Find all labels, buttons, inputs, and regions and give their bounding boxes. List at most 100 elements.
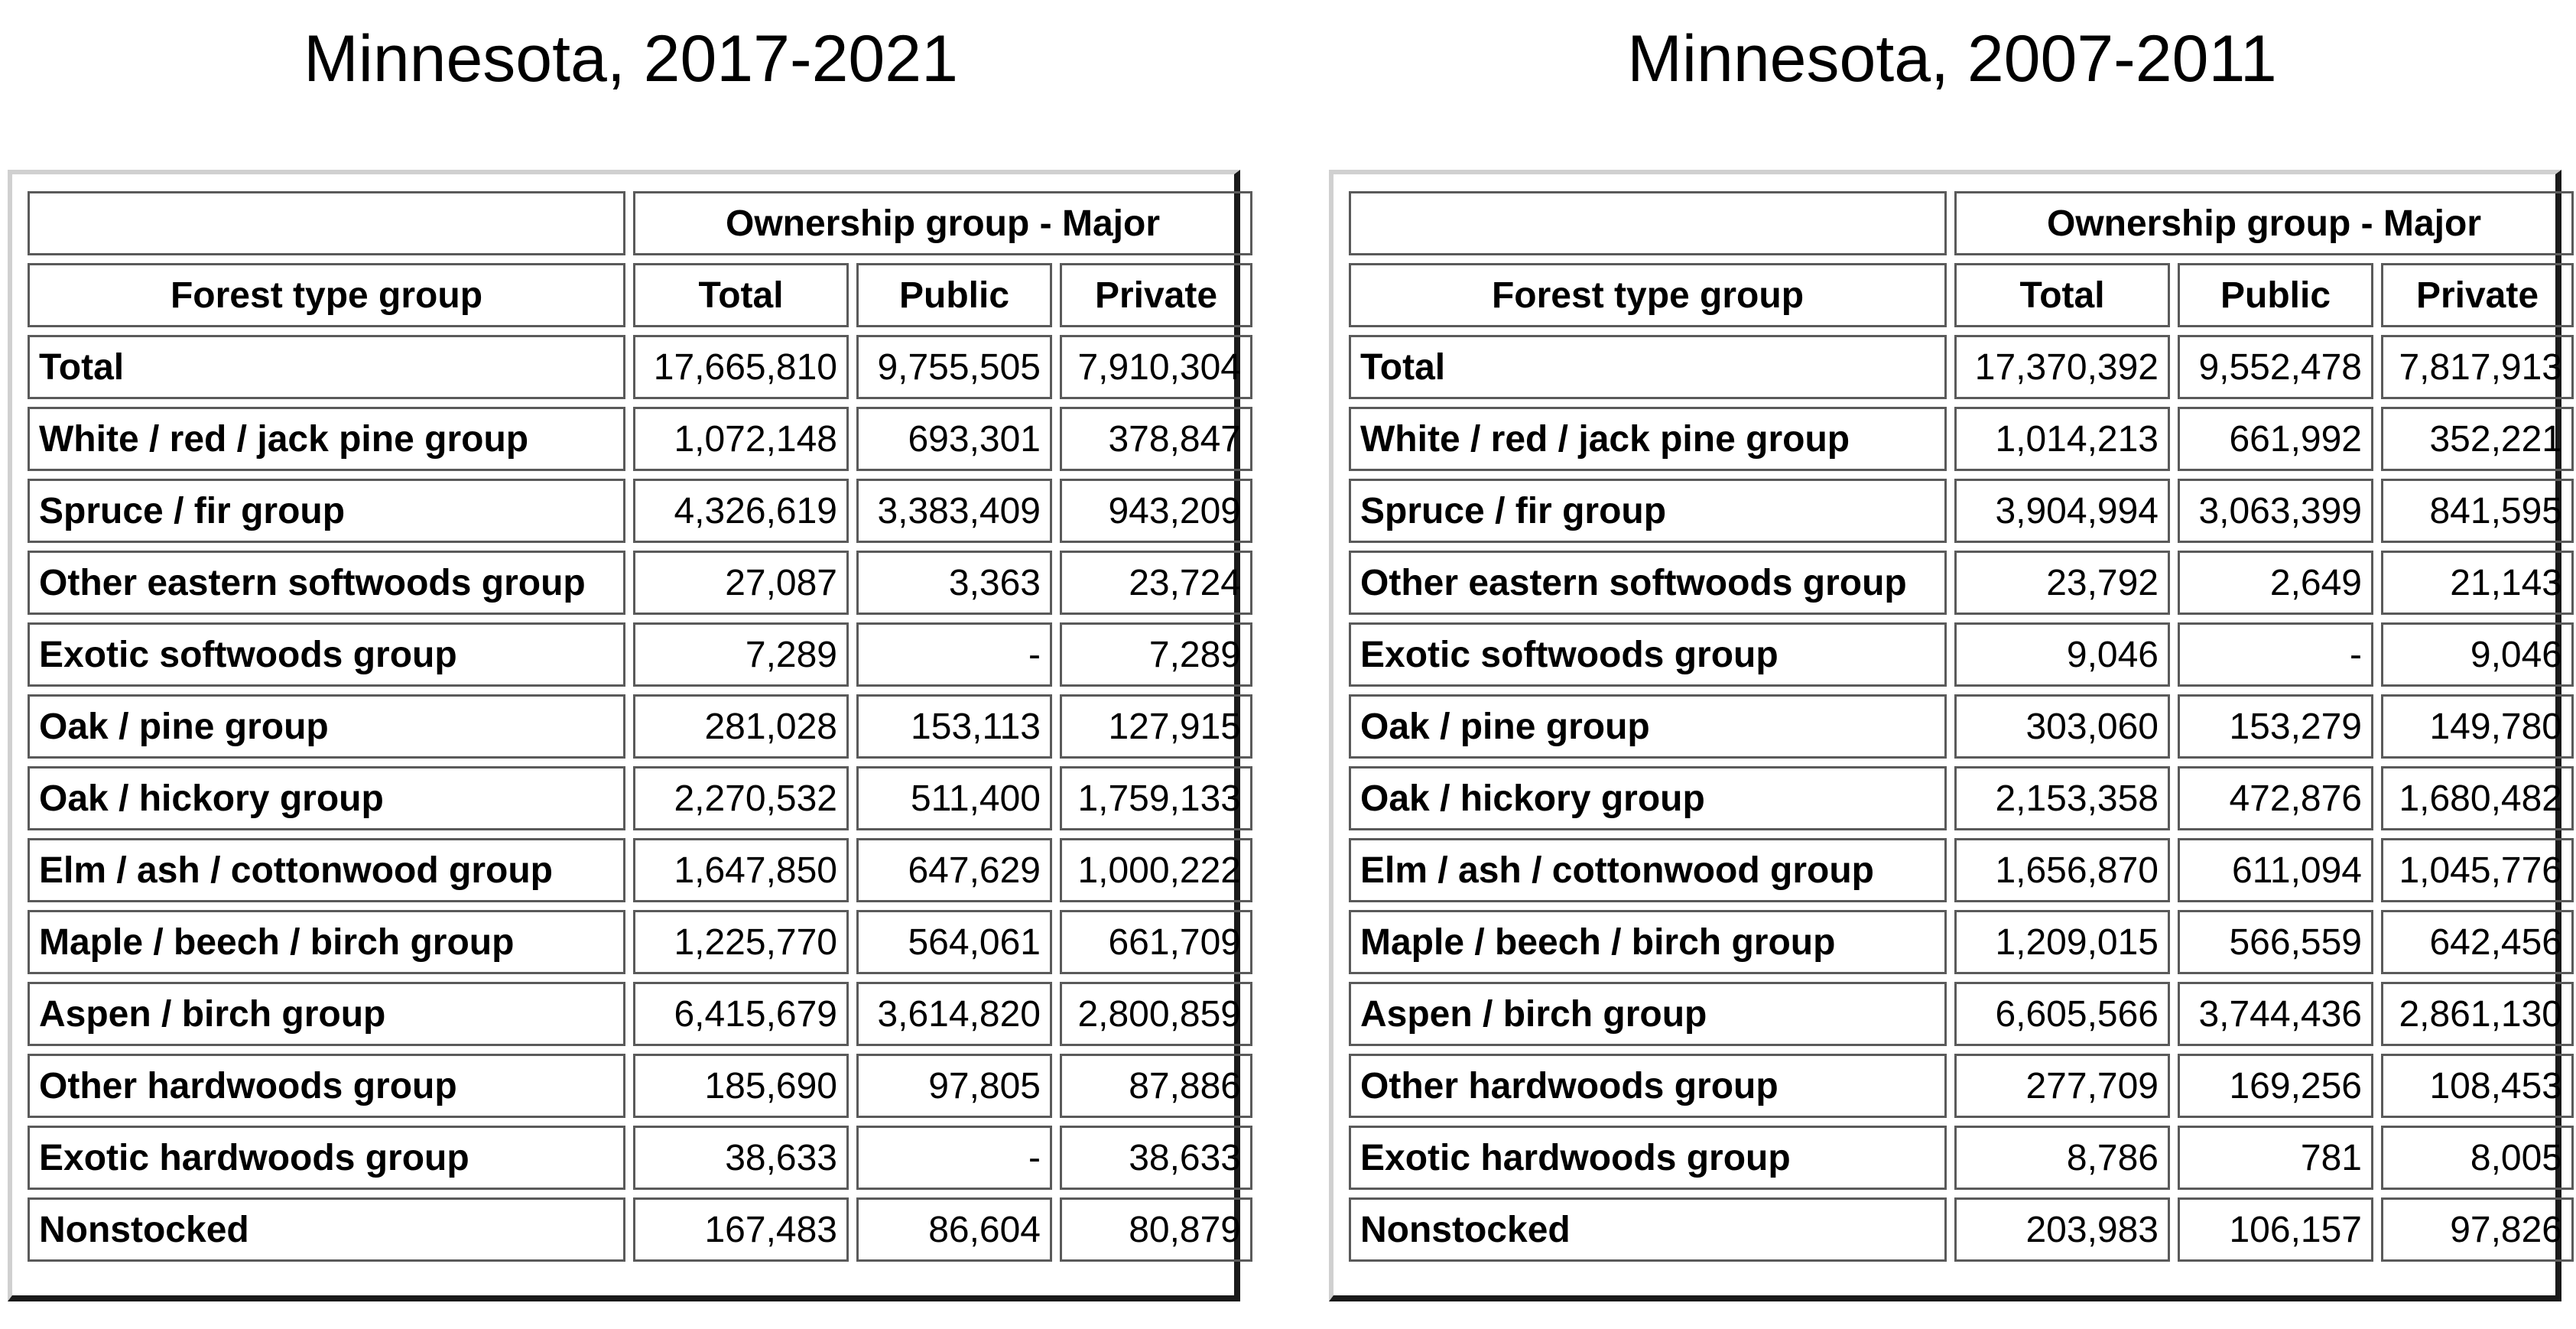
table-row: Spruce / fir group 4,326,619 3,383,409 943,… — [28, 479, 1252, 543]
table-row: Other hardwoods group 277,709 169,256 108,4… — [1349, 1054, 2574, 1118]
column-header-forest-type: Forest type group — [28, 263, 625, 327]
public-value: 3,363 — [856, 551, 1052, 615]
forest-type-table: Ownership group - Major Forest type grou… — [20, 184, 1260, 1269]
row-label: Total — [28, 335, 625, 399]
private-value: 2,861,130 — [2381, 982, 2574, 1046]
row-label: Spruce / fir group — [1349, 479, 1947, 543]
row-label: Oak / pine group — [28, 694, 625, 759]
public-value: 153,113 — [856, 694, 1052, 759]
total-value: 17,370,392 — [1954, 335, 2170, 399]
private-value: 943,209 — [1060, 479, 1252, 543]
row-label: Aspen / birch group — [1349, 982, 1947, 1046]
column-header-row: Forest type group Total Public Private — [28, 263, 1252, 327]
public-value: 3,383,409 — [856, 479, 1052, 543]
table-body: Ownership group - Major Forest type grou… — [28, 191, 1252, 1262]
table-frame: Ownership group - Major Forest type grou… — [1329, 170, 2574, 1301]
total-value: 1,225,770 — [633, 910, 849, 974]
row-label: Oak / hickory group — [1349, 766, 1947, 830]
table-row: Oak / hickory group 2,270,532 511,400 1,759… — [28, 766, 1252, 830]
total-value: 23,792 — [1954, 551, 2170, 615]
panel-title: Minnesota, 2007-2011 — [1627, 22, 2277, 96]
row-label: Other hardwoods group — [1349, 1054, 1947, 1118]
private-value: 7,910,304 — [1060, 335, 1252, 399]
total-value: 7,289 — [633, 622, 849, 687]
table-row: Exotic softwoods group 7,289-7,289 — [28, 622, 1252, 687]
row-label: Maple / beech / birch group — [28, 910, 625, 974]
table-row: Elm / ash / cottonwood group 1,656,870 611… — [1349, 838, 2574, 902]
total-value: 1,014,213 — [1954, 407, 2170, 471]
public-value: 511,400 — [856, 766, 1052, 830]
private-value: 352,221 — [2381, 407, 2574, 471]
private-value: 642,456 — [2381, 910, 2574, 974]
private-value: 1,759,133 — [1060, 766, 1252, 830]
total-value: 1,656,870 — [1954, 838, 2170, 902]
public-value: - — [856, 1126, 1052, 1190]
total-value: 1,647,850 — [633, 838, 849, 902]
private-value: 841,595 — [2381, 479, 2574, 543]
total-value: 6,415,679 — [633, 982, 849, 1046]
table-row: Exotic hardwoods group 8,786 781 8,005 — [1349, 1126, 2574, 1190]
table-row: Spruce / fir group 3,904,994 3,063,399 841,… — [1349, 479, 2574, 543]
private-value: 97,826 — [2381, 1197, 2574, 1262]
column-header-public: Public — [2178, 263, 2373, 327]
group-header-row: Ownership group - Major — [1349, 191, 2574, 255]
total-value: 281,028 — [633, 694, 849, 759]
column-header-public: Public — [856, 263, 1052, 327]
table-row: Oak / pine group 303,060 153,279 149,780 — [1349, 694, 2574, 759]
public-value: 3,614,820 — [856, 982, 1052, 1046]
public-value: 3,063,399 — [2178, 479, 2373, 543]
row-label: Exotic hardwoods group — [1349, 1126, 1947, 1190]
total-value: 17,665,810 — [633, 335, 849, 399]
table-row: Oak / hickory group 2,153,358 472,876 1,680… — [1349, 766, 2574, 830]
total-value: 6,605,566 — [1954, 982, 2170, 1046]
public-value: 564,061 — [856, 910, 1052, 974]
ownership-group-header: Ownership group - Major — [633, 191, 1252, 255]
public-value: 9,755,505 — [856, 335, 1052, 399]
row-label: Exotic softwoods group — [1349, 622, 1947, 687]
total-value: 203,983 — [1954, 1197, 2170, 1262]
public-value: 9,552,478 — [2178, 335, 2373, 399]
private-value: 661,709 — [1060, 910, 1252, 974]
row-label: Spruce / fir group — [28, 479, 625, 543]
private-value: 38,633 — [1060, 1126, 1252, 1190]
total-value: 1,072,148 — [633, 407, 849, 471]
private-value: 8,005 — [2381, 1126, 2574, 1190]
row-label: Oak / hickory group — [28, 766, 625, 830]
row-label: Other eastern softwoods group — [28, 551, 625, 615]
private-value: 1,000,222 — [1060, 838, 1252, 902]
public-value: 611,094 — [2178, 838, 2373, 902]
table-row: Aspen / birch group 6,415,679 3,614,820 2,8… — [28, 982, 1252, 1046]
table-row: White / red / jack pine group 1,014,213 66… — [1349, 407, 2574, 471]
table-row: Other eastern softwoods group 23,792 2,649… — [1349, 551, 2574, 615]
private-value: 7,289 — [1060, 622, 1252, 687]
panel-title: Minnesota, 2017-2021 — [304, 22, 958, 96]
column-header-row: Forest type group Total Public Private — [1349, 263, 2574, 327]
row-label: Nonstocked — [28, 1197, 625, 1262]
total-value: 2,270,532 — [633, 766, 849, 830]
table-row: Other hardwoods group 185,690 97,805 87,886 — [28, 1054, 1252, 1118]
row-label: Oak / pine group — [1349, 694, 1947, 759]
public-value: 169,256 — [2178, 1054, 2373, 1118]
public-value: 472,876 — [2178, 766, 2373, 830]
table-row: Aspen / birch group 6,605,566 3,744,436 2,8… — [1349, 982, 2574, 1046]
total-value: 185,690 — [633, 1054, 849, 1118]
corner-cell — [1349, 191, 1947, 255]
total-value: 9,046 — [1954, 622, 2170, 687]
table-row: White / red / jack pine group 1,072,148 69… — [28, 407, 1252, 471]
total-value: 4,326,619 — [633, 479, 849, 543]
public-value: 2,649 — [2178, 551, 2373, 615]
total-value: 1,209,015 — [1954, 910, 2170, 974]
row-label: White / red / jack pine group — [1349, 407, 1947, 471]
private-value: 23,724 — [1060, 551, 1252, 615]
row-label: Nonstocked — [1349, 1197, 1947, 1262]
row-label: Other eastern softwoods group — [1349, 551, 1947, 615]
public-value: 647,629 — [856, 838, 1052, 902]
table-row: Maple / beech / birch group 1,209,015 566,… — [1349, 910, 2574, 974]
public-value: 97,805 — [856, 1054, 1052, 1118]
public-value: 86,604 — [856, 1197, 1052, 1262]
public-value: - — [856, 622, 1052, 687]
private-value: 9,046 — [2381, 622, 2574, 687]
table-row: Exotic softwoods group 9,046-9,046 — [1349, 622, 2574, 687]
table-row: Elm / ash / cottonwood group 1,647,850 647… — [28, 838, 1252, 902]
table-row: Exotic hardwoods group 38,633-38,633 — [28, 1126, 1252, 1190]
